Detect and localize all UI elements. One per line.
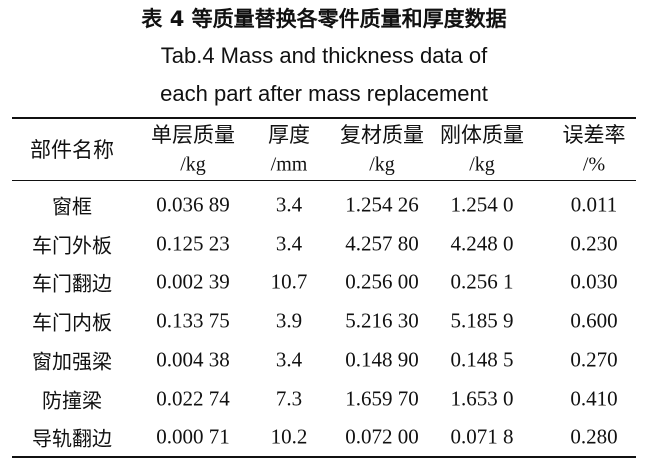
cell: 3.9 — [275, 308, 303, 333]
cell: 10.2 — [270, 424, 308, 449]
cell: 7.3 — [275, 386, 303, 410]
cell: 1.653 0 — [450, 386, 514, 410]
cell: 0.148 5 — [450, 347, 514, 372]
cell: 0.410 — [570, 386, 618, 410]
cell: 5.185 9 — [450, 308, 514, 333]
column-unit: /kg — [180, 153, 206, 176]
column-header: 部件名称 — [30, 138, 114, 162]
table-title: 表 4 等质量替换各零件质量和厚度数据 — [141, 7, 507, 31]
cell: 0.004 38 — [156, 347, 230, 372]
table-title-en: each part after mass replacement — [160, 81, 488, 106]
column-header: 误差率 — [562, 123, 626, 147]
cell: 0.071 8 — [450, 424, 514, 449]
cell: 0.072 00 — [345, 424, 419, 449]
header-rule — [12, 180, 636, 181]
cell: 3.4 — [275, 192, 303, 217]
cell: 0.600 — [570, 308, 618, 333]
cell: 5.216 30 — [345, 308, 419, 333]
cell: 0.148 90 — [345, 347, 419, 372]
cell: 0.030 — [570, 269, 618, 294]
column-header: 厚度 — [268, 123, 310, 147]
column-unit: /kg — [369, 153, 395, 176]
column-unit: /kg — [469, 153, 495, 176]
column-unit: /% — [582, 153, 606, 176]
cell: 0.230 — [570, 231, 618, 256]
cell: 4.248 0 — [450, 231, 514, 256]
cell: 0.280 — [570, 424, 618, 449]
row-label: 车门内板 — [32, 310, 112, 335]
cell: 0.000 71 — [156, 424, 230, 449]
cell: 0.270 — [570, 347, 618, 372]
cell: 1.254 0 — [450, 192, 514, 217]
column-unit: /mm — [270, 153, 308, 176]
row-label: 窗框 — [52, 194, 92, 219]
table-title-en: Tab.4 Mass and thickness data of — [160, 43, 488, 68]
cell: 3.4 — [275, 347, 303, 372]
cell: 3.4 — [275, 231, 303, 256]
row-label: 车门外板 — [32, 233, 112, 258]
cell: 1.659 70 — [345, 386, 419, 410]
column-header: 复材质量 — [340, 123, 424, 147]
column-header: 单层质量 — [151, 123, 235, 147]
cell: 0.133 75 — [156, 308, 230, 333]
cell: 4.257 80 — [345, 231, 419, 256]
cell: 0.022 74 — [156, 386, 230, 410]
cell: 10.7 — [270, 269, 308, 294]
row-label: 防撞梁 — [42, 388, 102, 412]
cell: 0.036 89 — [156, 192, 230, 217]
cell: 0.256 1 — [450, 269, 514, 294]
cell: 0.011 — [570, 192, 618, 217]
cell: 0.125 23 — [156, 231, 230, 256]
top-rule — [12, 117, 636, 119]
cell: 0.256 00 — [345, 269, 419, 294]
row-label: 导轨翻边 — [32, 426, 112, 451]
row-label: 窗加强梁 — [32, 349, 112, 374]
cell: 0.002 39 — [156, 269, 230, 294]
column-header: 刚体质量 — [440, 123, 524, 147]
bottom-rule — [12, 456, 636, 458]
row-label: 车门翻边 — [32, 271, 112, 296]
cell: 1.254 26 — [345, 192, 419, 217]
